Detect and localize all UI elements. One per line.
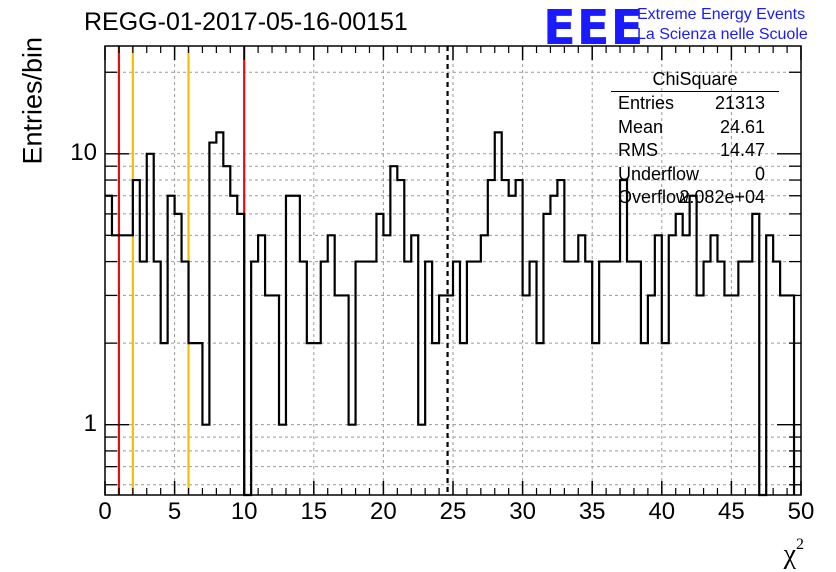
- x-tick-label: 15: [300, 498, 328, 525]
- chart-title: REGG-01-2017-05-16-00151: [84, 8, 408, 36]
- x-tick-label: 25: [439, 498, 467, 525]
- histogram-series: [105, 131, 796, 497]
- stats-value: 21313: [714, 93, 765, 113]
- y-tick-label: 1: [83, 409, 97, 437]
- stats-value: 0: [754, 163, 765, 184]
- x-axis-label: χ2: [784, 536, 804, 571]
- plot-frame: [104, 45, 802, 496]
- stats-title: ChiSquare: [611, 68, 779, 92]
- x-axis-label-text: χ: [783, 539, 796, 570]
- stats-value: 14.47: [719, 140, 765, 160]
- x-tick-label: 20: [370, 498, 397, 525]
- x-tick-label: 40: [648, 498, 676, 525]
- x-tick-label: 0: [98, 498, 112, 525]
- x-tick-label: 50: [787, 498, 815, 525]
- stats-row: Mean 24.61: [611, 116, 779, 140]
- stats-key: Entries: [618, 93, 675, 113]
- stats-value: 24.61: [719, 116, 765, 137]
- stats-value: 2.082e+04: [679, 187, 765, 207]
- x-tick-label: 45: [718, 498, 745, 525]
- brand-line-2: La Scienza nelle Scuole: [637, 26, 808, 43]
- stats-row: Entries 21313: [611, 92, 779, 116]
- stats-key: Mean: [618, 116, 664, 137]
- stats-key: Overflow: [618, 187, 690, 207]
- stats-row: Underflow 0: [611, 163, 779, 187]
- x-tick-label: 10: [230, 498, 258, 525]
- stats-row: RMS 14.47: [611, 139, 779, 163]
- stats-key: RMS: [618, 140, 658, 160]
- brand-line-1: Extreme Energy Events: [637, 6, 806, 23]
- stats-box: ChiSquare Entries 21313 Mean 24.61 RMS 14.4…: [611, 68, 779, 210]
- x-axis-label-sup: 2: [796, 536, 804, 553]
- stats-row: Overflow 2.082e+04: [611, 186, 779, 210]
- x-tick-label: 30: [509, 498, 536, 525]
- eee-logo: EEE: [543, 0, 645, 56]
- y-axis-label: Entries/bin: [17, 36, 48, 165]
- x-tick-label: 35: [578, 498, 606, 525]
- axis-ticks: [104, 46, 802, 495]
- y-tick-label: 10: [70, 138, 97, 166]
- x-tick-label: 5: [167, 498, 182, 525]
- stats-key: Underflow: [618, 163, 700, 184]
